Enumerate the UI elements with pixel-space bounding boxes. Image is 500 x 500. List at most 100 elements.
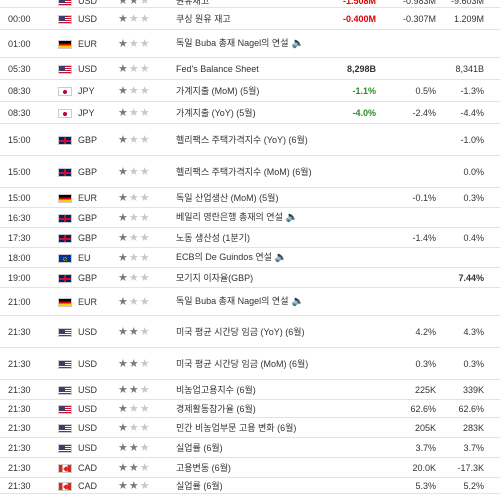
event-name-cell[interactable]: 쿠싱 원유 재고 <box>176 7 314 30</box>
event-name[interactable]: 미국 평균 시간당 임금 (MoM) (6월) <box>176 358 309 369</box>
event-name-cell[interactable]: 독일 산업생산 (MoM) (5월) <box>176 187 314 208</box>
importance-star-icon: ★ <box>128 232 139 244</box>
actual-value <box>314 477 380 494</box>
event-time: 15:00 <box>0 187 58 208</box>
table-row[interactable]: 21:30 USD ★★★ 민간 비농업부문 고용 변화 (6월) 205K 283K <box>0 417 500 438</box>
table-row[interactable]: 17:30 GBP ★★★ 노동 생산성 (1분기) -1.4% 0.4% <box>0 227 500 248</box>
currency-code: CAD <box>78 457 118 478</box>
event-name-cell[interactable]: 가계지출 (YoY) (5월) <box>176 101 314 124</box>
event-time: 16:30 <box>0 207 58 228</box>
table-row[interactable]: 21:30 CAD ★★★ 실업률 (6월) 5.3% 5.2% <box>0 477 500 494</box>
table-row[interactable]: 21:30 USD ★★★ 실업률 (6월) 3.7% 3.7% <box>0 437 500 458</box>
importance-rating: ★★★ <box>118 379 176 400</box>
actual-value <box>314 123 380 156</box>
actual-value: -1.508M <box>314 0 380 8</box>
actual-value <box>314 347 380 380</box>
event-name-cell[interactable]: 모기지 이자율(GBP) <box>176 267 314 288</box>
event-name[interactable]: 모기지 이자율(GBP) <box>176 272 254 283</box>
event-time: 21:30 <box>0 347 58 380</box>
actual-value: -4.0% <box>314 101 380 124</box>
table-row[interactable]: 18:00 EU ★★★ ECB의 De Guindos 연설 🔈 <box>0 247 500 268</box>
table-row[interactable]: 15:00 GBP ★★★ 헬리팩스 주택가격지수 (MoM) (6월) 0.0% <box>0 155 500 188</box>
table-row[interactable]: 19:00 GBP ★★★ 모기지 이자율(GBP) 7.44% <box>0 267 500 288</box>
importance-star-icon: ★ <box>128 252 139 264</box>
table-row[interactable]: 01:00 EUR ★★★ 독일 Buba 총재 Nagel의 연설 🔈 <box>0 29 500 58</box>
event-name-cell[interactable]: 미국 평균 시간당 임금 (YoY) (6월) <box>176 315 314 348</box>
event-name-cell[interactable]: 경제활동참가율 (6월) <box>176 399 314 418</box>
event-name[interactable]: 독일 Buba 총재 Nagel의 연설 <box>176 38 289 48</box>
country-flag-icon <box>58 443 72 453</box>
event-name[interactable]: 가계지출 (MoM) (5월) <box>176 85 260 96</box>
event-name[interactable]: 쿠싱 원유 재고 <box>176 13 231 24</box>
event-name[interactable]: 가계지출 (YoY) (5월) <box>176 107 256 118</box>
forecast-value: -0.983M <box>380 0 440 8</box>
event-name-cell[interactable]: 실업률 (6월) <box>176 477 314 494</box>
event-name[interactable]: ECB의 De Guindos 연설 <box>176 252 272 262</box>
importance-star-icon: ★ <box>118 212 128 224</box>
event-time <box>0 0 58 8</box>
event-name[interactable]: 노동 생산성 (1분기) <box>176 232 250 243</box>
table-row[interactable]: 08:30 JPY ★★★ 가계지출 (YoY) (5월) -4.0% -2.4% -4.4… <box>0 101 500 124</box>
event-name[interactable]: 독일 Buba 총재 Nagel의 연설 <box>176 296 289 306</box>
previous-value: 5.2% <box>440 477 500 494</box>
event-name-cell[interactable]: 민간 비농업부문 고용 변화 (6월) <box>176 417 314 438</box>
event-name[interactable]: 원유재고 <box>176 0 210 6</box>
event-name[interactable]: 실업률 (6월) <box>176 442 223 453</box>
event-name-cell[interactable]: ECB의 De Guindos 연설 🔈 <box>176 247 314 268</box>
table-row[interactable]: 21:30 USD ★★★ 경제활동참가율 (6월) 62.6% 62.6% <box>0 399 500 418</box>
forecast-value <box>380 29 440 58</box>
event-name-cell[interactable]: 헬리팩스 주택가격지수 (MoM) (6월) <box>176 155 314 188</box>
country-flag-icon <box>58 481 72 491</box>
event-name[interactable]: 실업률 (6월) <box>176 480 223 491</box>
event-name-cell[interactable]: 미국 평균 시간당 임금 (MoM) (6월) <box>176 347 314 380</box>
event-name-cell[interactable]: 실업률 (6월) <box>176 437 314 458</box>
event-time: 17:30 <box>0 227 58 248</box>
event-name[interactable]: 고용변동 (6월) <box>176 462 231 473</box>
country-flag-icon <box>58 359 72 369</box>
table-row[interactable]: 21:00 EUR ★★★ 독일 Buba 총재 Nagel의 연설 🔈 <box>0 287 500 316</box>
previous-value <box>440 287 500 316</box>
event-name[interactable]: 민간 비농업부문 고용 변화 (6월) <box>176 422 297 433</box>
importance-rating: ★★★ <box>118 57 176 80</box>
event-name-cell[interactable]: Fed's Balance Sheet <box>176 57 314 80</box>
importance-rating: ★★★ <box>118 457 176 478</box>
actual-value <box>314 155 380 188</box>
table-row[interactable]: 16:30 GBP ★★★ 베일리 영란은행 총재의 연설 🔈 <box>0 207 500 228</box>
event-name-cell[interactable]: 독일 Buba 총재 Nagel의 연설 🔈 <box>176 287 314 316</box>
table-row[interactable]: 15:00 GBP ★★★ 헬리팩스 주택가격지수 (YoY) (6월) -1.0% <box>0 123 500 156</box>
event-name[interactable]: 독일 산업생산 (MoM) (5월) <box>176 192 279 203</box>
importance-star-icon: ★ <box>139 85 150 97</box>
event-name-cell[interactable]: 가계지출 (MoM) (5월) <box>176 79 314 102</box>
event-name[interactable]: 헬리팩스 주택가격지수 (YoY) (6월) <box>176 134 308 145</box>
event-name[interactable]: 비농업고용지수 (6월) <box>176 384 256 395</box>
importance-star-icon: ★ <box>139 442 150 454</box>
table-row[interactable]: USD ★★★ 원유재고 -1.508M -0.983M -9.603M <box>0 0 500 8</box>
event-name[interactable]: Fed's Balance Sheet <box>176 63 259 74</box>
event-name[interactable]: 미국 평균 시간당 임금 (YoY) (6월) <box>176 326 305 337</box>
table-row[interactable]: 08:30 JPY ★★★ 가계지출 (MoM) (5월) -1.1% 0.5% -1.3% <box>0 79 500 102</box>
event-name[interactable]: 헬리팩스 주택가격지수 (MoM) (6월) <box>176 166 312 177</box>
table-row[interactable]: 05:30 USD ★★★ Fed's Balance Sheet 8,298B 8,34… <box>0 57 500 80</box>
actual-value <box>314 457 380 478</box>
event-time: 01:00 <box>0 29 58 58</box>
event-name-cell[interactable]: 헬리팩스 주택가격지수 (YoY) (6월) <box>176 123 314 156</box>
table-row[interactable]: 15:00 EUR ★★★ 독일 산업생산 (MoM) (5월) -0.1% 0.3% <box>0 187 500 208</box>
importance-star-icon: ★ <box>118 422 128 434</box>
table-row[interactable]: 21:30 CAD ★★★ 고용변동 (6월) 20.0K -17.3K <box>0 457 500 478</box>
event-name-cell[interactable]: 원유재고 <box>176 0 314 8</box>
table-row[interactable]: 21:30 USD ★★★ 비농업고용지수 (6월) 225K 339K <box>0 379 500 400</box>
event-name-cell[interactable]: 비농업고용지수 (6월) <box>176 379 314 400</box>
event-name[interactable]: 베일리 영란은행 총재의 연설 <box>176 212 283 222</box>
event-name-cell[interactable]: 노동 생산성 (1분기) <box>176 227 314 248</box>
importance-rating: ★★★ <box>118 347 176 380</box>
country-flag-icon <box>58 14 72 24</box>
event-name-cell[interactable]: 고용변동 (6월) <box>176 457 314 478</box>
forecast-value <box>380 267 440 288</box>
event-name-cell[interactable]: 독일 Buba 총재 Nagel의 연설 🔈 <box>176 29 314 58</box>
table-row[interactable]: 21:30 USD ★★★ 미국 평균 시간당 임금 (YoY) (6월) 4.2% 4.… <box>0 315 500 348</box>
table-row[interactable]: 00:00 USD ★★★ 쿠싱 원유 재고 -0.400M -0.307M 1.209M <box>0 7 500 30</box>
table-row[interactable]: 21:30 USD ★★★ 미국 평균 시간당 임금 (MoM) (6월) 0.3% 0.… <box>0 347 500 380</box>
actual-value <box>314 379 380 400</box>
event-name[interactable]: 경제활동참가율 (6월) <box>176 403 256 414</box>
event-name-cell[interactable]: 베일리 영란은행 총재의 연설 🔈 <box>176 207 314 228</box>
